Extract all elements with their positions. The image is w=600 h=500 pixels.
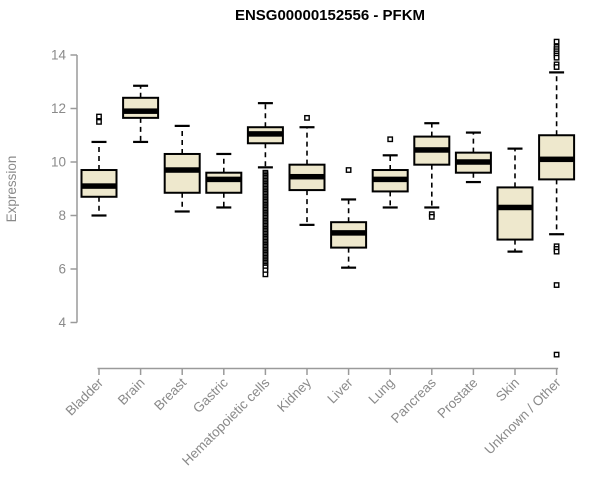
outlier-point-unknown-other	[553, 54, 560, 61]
box-brain	[122, 96, 160, 119]
outlier-point-unknown-other	[553, 248, 560, 255]
median-hematopoietic-cells	[247, 131, 283, 137]
outlier-point-bladder	[96, 113, 102, 120]
y-tick-label: 10	[51, 155, 66, 170]
median-prostate	[455, 159, 491, 165]
box-skin	[496, 186, 534, 241]
x-tick-label-bladder: Bladder	[63, 375, 107, 419]
median-gastric	[206, 176, 242, 183]
outlier-point-kidney	[304, 114, 310, 121]
y-tick-label: 8	[58, 208, 66, 223]
x-tick-label-breast: Breast	[151, 375, 189, 413]
median-brain	[123, 108, 159, 114]
outlier-point-unknown-other	[553, 38, 560, 45]
y-tick-label: 6	[58, 262, 66, 277]
outlier-point-bladder	[96, 118, 102, 125]
x-tick-label-brain: Brain	[115, 375, 148, 408]
x-tick-label-pancreas: Pancreas	[388, 375, 439, 426]
x-tick-label-prostate: Prostate	[434, 375, 480, 421]
x-tick-label-skin: Skin	[493, 375, 522, 404]
box-gastric	[205, 171, 243, 194]
outlier-point-hematopoietic-cells	[262, 271, 269, 278]
x-tick-label-gastric: Gastric	[190, 375, 231, 416]
median-breast	[164, 167, 200, 173]
median-lung	[372, 176, 408, 183]
median-bladder	[81, 183, 117, 189]
x-tick-label-unknown-other: Unknown / Other	[481, 375, 564, 458]
x-tick-label-lung: Lung	[365, 375, 397, 407]
y-axis-title: Expression	[4, 156, 19, 223]
chart-title: ENSG00000152556 - PFKM	[235, 7, 425, 24]
median-liver	[331, 230, 367, 236]
outlier-point-lung	[387, 136, 394, 143]
outlier-point-liver	[345, 167, 352, 173]
box-breast	[163, 152, 201, 194]
outlier-point-pancreas	[428, 213, 435, 220]
median-kidney	[289, 173, 325, 180]
outlier-point-unknown-other	[553, 351, 560, 358]
y-tick-label: 14	[51, 48, 67, 63]
median-pancreas	[414, 147, 450, 153]
outlier-point-unknown-other	[553, 282, 560, 288]
y-tick-label: 12	[51, 101, 66, 116]
y-tick-label: 4	[58, 315, 66, 330]
x-tick-label-kidney: Kidney	[274, 375, 314, 415]
median-unknown-other	[539, 156, 575, 163]
x-tick-label-liver: Liver	[324, 375, 356, 407]
median-skin	[497, 204, 533, 211]
outlier-point-unknown-other	[553, 64, 560, 70]
